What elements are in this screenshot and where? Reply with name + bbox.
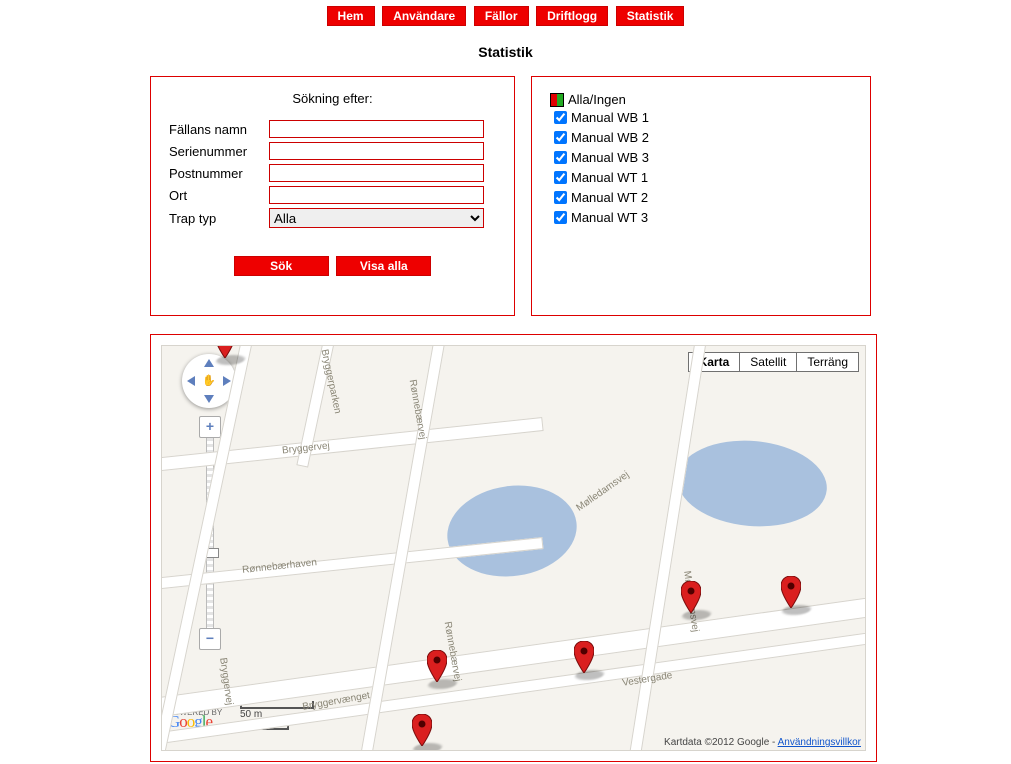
map-type-terräng[interactable]: Terräng <box>796 353 858 371</box>
map-marker[interactable] <box>427 650 447 682</box>
pan-right-icon[interactable] <box>223 376 231 386</box>
input-trap-name[interactable] <box>269 120 484 138</box>
trap-label: Manual WT 2 <box>571 190 648 205</box>
trap-label: Manual WT 3 <box>571 210 648 225</box>
pan-hand-icon[interactable]: ✋ <box>202 374 216 387</box>
map-panel: KartaSatellitTerräng ✋ + − POWERED BY Go… <box>150 334 877 762</box>
top-nav: Hem Användare Fällor Driftlogg Statistik <box>0 0 1011 32</box>
label-city: Ort <box>169 188 269 203</box>
input-postcode[interactable] <box>269 164 484 182</box>
map-canvas[interactable]: KartaSatellitTerräng ✋ + − POWERED BY Go… <box>161 345 866 751</box>
nav-users[interactable]: Användare <box>382 6 466 26</box>
traps-panel: Alla/Ingen Manual WB 1 Manual WB 2 Manual … <box>531 76 871 316</box>
trap-checkbox[interactable] <box>554 111 567 124</box>
map-marker[interactable] <box>574 641 594 673</box>
nav-log[interactable]: Driftlogg <box>536 6 608 26</box>
page-title: Statistik <box>0 44 1011 60</box>
label-trap-name: Fällans namn <box>169 122 269 137</box>
pan-down-icon[interactable] <box>204 395 214 403</box>
input-city[interactable] <box>269 186 484 204</box>
label-postcode: Postnummer <box>169 166 269 181</box>
map-type-switch: KartaSatellitTerräng <box>688 352 859 372</box>
road-label: Mølledamsvej <box>574 469 631 513</box>
search-title: Sökning efter: <box>169 91 496 106</box>
show-all-button[interactable]: Visa alla <box>336 256 431 276</box>
trap-label: Manual WB 2 <box>571 130 649 145</box>
trap-checkbox[interactable] <box>554 131 567 144</box>
trap-label: Manual WB 3 <box>571 150 649 165</box>
trap-checkbox[interactable] <box>554 211 567 224</box>
nav-traps[interactable]: Fällor <box>474 6 529 26</box>
map-marker[interactable] <box>215 345 235 358</box>
zoom-in-button[interactable]: + <box>199 416 221 438</box>
map-marker[interactable] <box>412 714 432 746</box>
search-panel: Sökning efter: Fällans namn Serienummer … <box>150 76 515 316</box>
nav-stats[interactable]: Statistik <box>616 6 685 26</box>
trap-checkbox[interactable] <box>554 171 567 184</box>
toggle-all-icon[interactable] <box>550 93 564 107</box>
map-lake <box>441 477 582 584</box>
nav-home[interactable]: Hem <box>327 6 375 26</box>
map-credits: Kartdata ©2012 Google - Användningsvillk… <box>664 737 861 748</box>
map-type-satellit[interactable]: Satellit <box>739 353 796 371</box>
map-road <box>623 345 713 751</box>
trap-label: Manual WB 1 <box>571 110 649 125</box>
trap-label: Manual WT 1 <box>571 170 648 185</box>
pan-up-icon[interactable] <box>204 359 214 367</box>
input-serial[interactable] <box>269 142 484 160</box>
terms-link[interactable]: Användningsvillkor <box>778 737 861 748</box>
zoom-out-button[interactable]: − <box>199 628 221 650</box>
toggle-all-label: Alla/Ingen <box>568 92 626 107</box>
label-trap-type: Trap typ <box>169 211 269 226</box>
search-button[interactable]: Sök <box>234 256 329 276</box>
map-marker[interactable] <box>681 581 701 613</box>
label-serial: Serienummer <box>169 144 269 159</box>
trap-checkbox[interactable] <box>554 151 567 164</box>
trap-checkbox[interactable] <box>554 191 567 204</box>
map-lake <box>674 435 831 533</box>
select-trap-type[interactable]: Alla <box>269 208 484 228</box>
pan-left-icon[interactable] <box>187 376 195 386</box>
map-marker[interactable] <box>781 576 801 608</box>
